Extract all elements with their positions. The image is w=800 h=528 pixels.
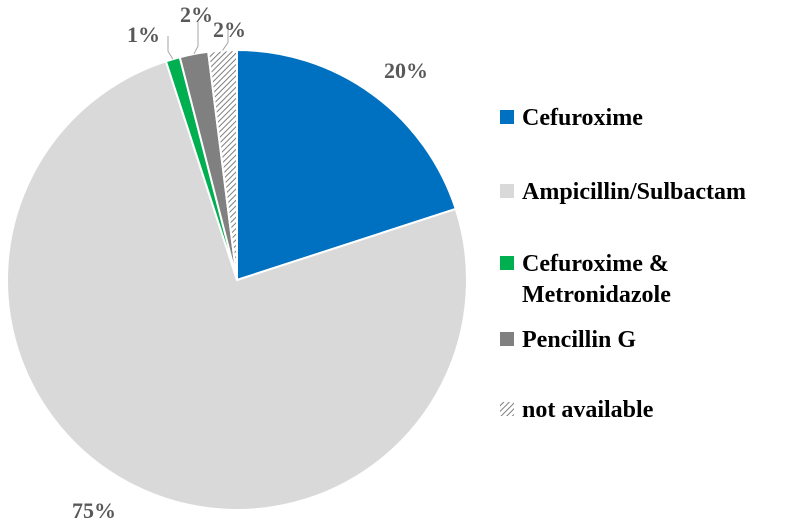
leader-line bbox=[167, 36, 174, 60]
leader-line bbox=[193, 22, 199, 55]
legend-label-cefuroxime-metronidazole-line1: Cefuroxime & bbox=[522, 251, 669, 277]
legend: Cefuroxime Ampicillin/Sulbactam Cefuroxi… bbox=[500, 105, 746, 423]
pie-slices bbox=[6, 48, 468, 511]
legend-label-pencillin-g: Pencillin G bbox=[522, 327, 636, 353]
slice-labels: 20% 75% 1% 2% 2% bbox=[72, 2, 428, 523]
slice-label-not-available: 2% bbox=[213, 17, 246, 42]
leader-lines bbox=[167, 22, 229, 60]
legend-label-cefuroxime: Cefuroxime bbox=[522, 105, 643, 131]
legend-label-not-available: not available bbox=[522, 397, 654, 423]
slice-label-cefuroxime: 20% bbox=[384, 58, 428, 83]
legend-swatch-not-available bbox=[500, 402, 514, 416]
legend-swatch-cefuroxime bbox=[500, 110, 514, 124]
legend-swatch-pencillin-g bbox=[500, 332, 514, 346]
legend-swatch-ampicillin-sulbactam bbox=[500, 184, 514, 198]
legend-label-cefuroxime-metronidazole-line2: Metronidazole bbox=[522, 282, 671, 308]
legend-label-ampicillin-sulbactam: Ampicillin/Sulbactam bbox=[522, 179, 746, 205]
legend-swatch-cefuroxime-metronidazole bbox=[500, 256, 514, 270]
pie-slice-cefuroxime bbox=[236, 48, 458, 282]
pie-slice-ampicillin-sulbactam bbox=[6, 59, 468, 511]
leader-line bbox=[222, 30, 229, 51]
slice-label-ampicillin-sulbactam: 75% bbox=[72, 498, 116, 523]
pie-slice-not-available bbox=[207, 48, 238, 281]
slice-label-pencillin-g: 2% bbox=[180, 2, 213, 27]
slice-label-cefuroxime-metronidazole: 1% bbox=[127, 22, 160, 47]
